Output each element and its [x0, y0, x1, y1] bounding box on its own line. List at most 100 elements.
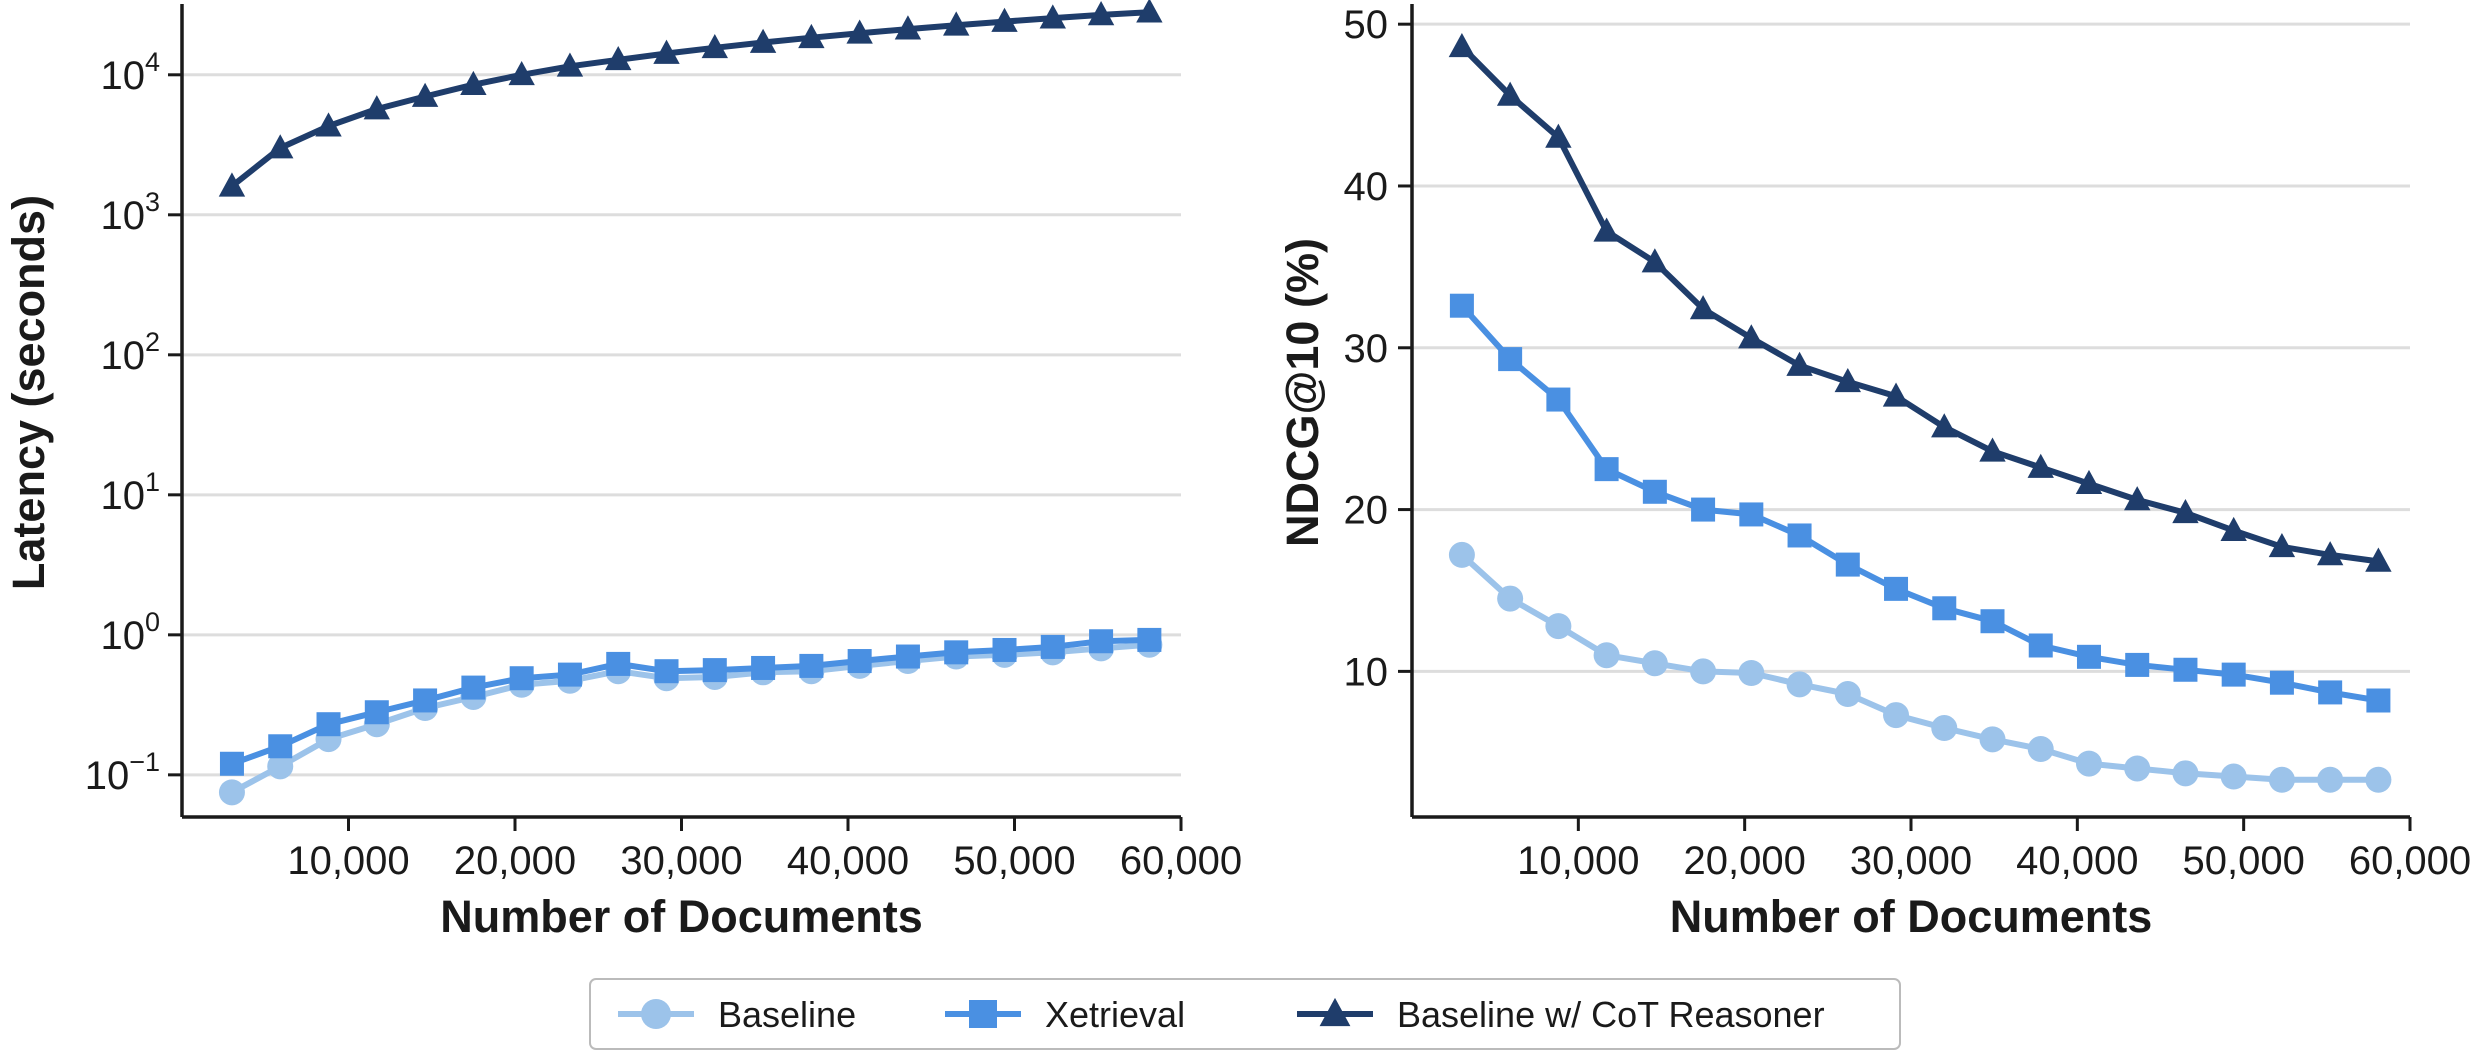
data-point-cot — [1786, 351, 1813, 376]
data-point-baseline — [1931, 715, 1958, 742]
y-tick-exponent: 4 — [145, 47, 160, 77]
data-point-cot — [267, 134, 294, 159]
data-point-baseline — [2172, 760, 2199, 787]
data-point-xetrieval — [2076, 644, 2101, 669]
data-point-cot — [460, 70, 487, 96]
y-tick-base: 10 — [85, 754, 130, 798]
x-tick-label: 10,000 — [287, 839, 409, 883]
y-tick-exponent: 1 — [145, 467, 160, 497]
x-tick-label: 60,000 — [2349, 839, 2471, 883]
data-point-baseline — [1786, 671, 1813, 698]
data-point-cot — [1593, 217, 1620, 242]
data-point-baseline — [2220, 763, 2247, 790]
data-point-xetrieval — [1932, 596, 1957, 621]
data-point-xetrieval — [1498, 347, 1523, 372]
data-point-xetrieval — [1449, 293, 1474, 318]
data-point-cot — [1448, 33, 1476, 58]
data-point-baseline — [2124, 755, 2151, 782]
data-point-xetrieval — [992, 637, 1017, 662]
y-tick-base: 10 — [100, 614, 145, 658]
x-axis-title: Number of Documents — [1670, 891, 2153, 942]
legend-marker-xetrieval — [969, 1000, 997, 1028]
data-point-baseline — [267, 753, 294, 780]
data-point-cot — [2075, 469, 2103, 495]
data-point-xetrieval — [1980, 609, 2005, 634]
data-point-xetrieval — [702, 658, 727, 683]
y-tick-label: 10−1 — [85, 747, 160, 798]
x-tick-label: 20,000 — [454, 839, 576, 883]
data-point-xetrieval — [219, 751, 244, 776]
y-tick-label: 10 — [1344, 650, 1389, 694]
y-tick-exponent: 2 — [145, 327, 160, 357]
data-point-xetrieval — [509, 666, 534, 691]
data-point-xetrieval — [895, 644, 920, 669]
data-point-xetrieval — [557, 662, 582, 687]
data-point-baseline — [1738, 659, 1765, 686]
data-point-cot — [1882, 382, 1910, 407]
y-tick-base: 10 — [100, 334, 145, 378]
data-point-cot — [894, 15, 922, 40]
data-point-xetrieval — [2366, 688, 2391, 713]
data-point-cot — [315, 112, 342, 137]
data-point-xetrieval — [799, 653, 824, 678]
data-point-cot — [2124, 486, 2151, 511]
data-point-cot — [1979, 437, 2006, 462]
series-cot — [218, 0, 1163, 197]
y-tick-base: 10 — [100, 54, 145, 98]
data-point-cot — [1496, 81, 1524, 106]
data-point-baseline — [2075, 750, 2102, 777]
x-tick-label: 40,000 — [787, 839, 909, 883]
legend-label-xetrieval: Xetrieval — [1045, 994, 1185, 1035]
y-tick-base: 10 — [100, 194, 145, 238]
data-point-xetrieval — [1787, 523, 1812, 548]
y-tick-exponent: −1 — [129, 747, 160, 777]
series-line-cot — [230, 9, 1150, 189]
data-point-cot — [1689, 295, 1717, 320]
data-point-baseline — [1545, 613, 1572, 640]
data-point-baseline — [1448, 541, 1475, 568]
data-point-cot — [2365, 547, 2392, 572]
data-point-cot — [1039, 4, 1066, 29]
data-point-cot — [2172, 499, 2199, 524]
legend-marker-cot — [1319, 997, 1351, 1027]
data-point-xetrieval — [2318, 680, 2343, 705]
y-tick-label: 102 — [100, 327, 160, 378]
data-point-xetrieval — [268, 734, 293, 759]
data-point-cot — [218, 172, 246, 197]
y-tick-base: 10 — [100, 474, 145, 518]
data-point-baseline — [1593, 642, 1620, 669]
y-tick-exponent: 0 — [145, 607, 160, 637]
y-tick-label: 20 — [1344, 489, 1389, 533]
legend: Baseline Xetrieval Baseline w/ CoT Reasone… — [589, 978, 1901, 1050]
data-point-baseline — [2365, 766, 2392, 793]
data-point-xetrieval — [1739, 502, 1764, 527]
series-cot — [1448, 33, 2392, 572]
data-point-xetrieval — [1884, 576, 1909, 601]
data-point-cot — [943, 11, 970, 36]
data-point-xetrieval — [1137, 627, 1162, 652]
series-xetrieval — [219, 627, 1162, 776]
data-point-cot — [749, 28, 777, 53]
data-point-xetrieval — [316, 712, 341, 737]
y-tick-label: 104 — [100, 47, 160, 98]
legend-label-cot: Baseline w/ CoT Reasoner — [1397, 994, 1825, 1035]
series-baseline — [1448, 541, 2392, 793]
data-point-cot — [1738, 324, 1765, 349]
data-point-xetrieval — [2269, 670, 2294, 695]
y-tick-label: 100 — [100, 607, 160, 658]
data-point-cot — [2027, 453, 2054, 478]
data-point-cot — [1641, 248, 1669, 273]
data-point-baseline — [1979, 726, 2006, 753]
data-point-xetrieval — [2173, 657, 2198, 682]
data-point-xetrieval — [1691, 497, 1716, 522]
y-tick-label: 40 — [1344, 165, 1389, 209]
data-point-baseline — [2317, 766, 2344, 793]
data-point-cot — [556, 52, 584, 77]
x-tick-label: 50,000 — [953, 839, 1075, 883]
data-point-xetrieval — [847, 649, 872, 674]
data-point-cot — [2220, 516, 2247, 541]
x-tick-label: 60,000 — [1120, 839, 1242, 883]
data-point-cot — [363, 95, 391, 120]
